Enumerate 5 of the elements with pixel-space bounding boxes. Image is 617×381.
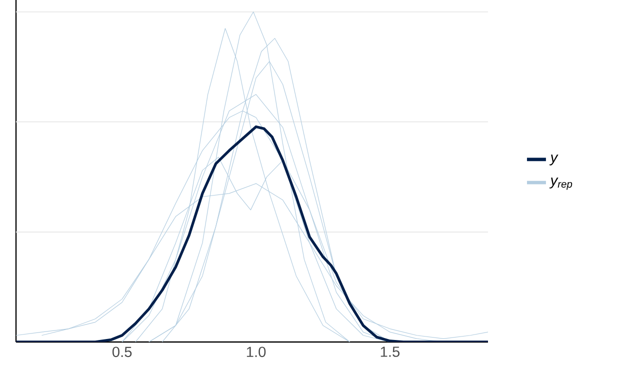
- x-tick-label: 1.5: [380, 346, 400, 357]
- x-tick-label: 0.5: [112, 346, 132, 358]
- legend-label: y$_{rep}$: [549, 178, 572, 190]
- legend-label: y: [549, 154, 558, 166]
- x-tick-label: 1.0: [246, 346, 266, 358]
